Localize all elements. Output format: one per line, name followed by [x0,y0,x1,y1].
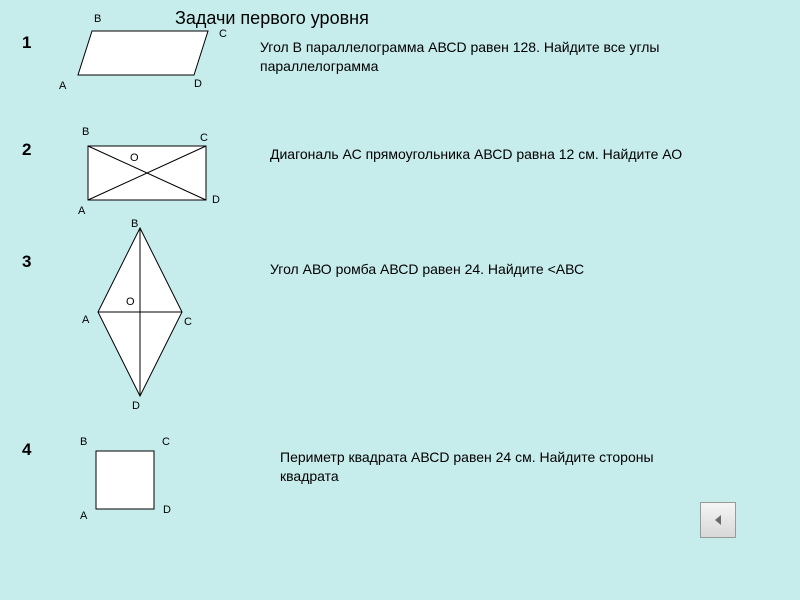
problem-number: 1 [22,33,31,53]
vertex-label: В [94,13,101,25]
vertex-label: В [80,436,87,448]
vertex-label: А [59,80,66,92]
problem-number: 3 [22,252,31,272]
figure-parallelogram [64,25,214,87]
vertex-label: А [78,205,85,217]
figure-rhombus [90,222,190,402]
nav-back-button[interactable] [700,502,736,538]
vertex-label: О [126,296,135,308]
vertex-label: В [82,126,89,138]
problem-number: 4 [22,440,31,460]
vertex-label: D [163,504,171,516]
back-arrow-icon [711,513,725,527]
vertex-label: А [80,510,87,522]
vertex-label: О [130,152,139,164]
vertex-label: С [200,132,208,144]
vertex-label: D [212,194,220,206]
figure-rectangle_diagonals [82,140,212,206]
problem-text: Угол В параллелограмма АВСD равен 128. Н… [260,38,680,76]
vertex-label: D [132,400,140,412]
vertex-label: А [82,314,89,326]
vertex-label: С [219,28,227,40]
vertex-label: С [162,436,170,448]
slide: Задачи первого уровня 1Угол В параллелог… [0,0,800,600]
figure-square [90,445,170,515]
problem-number: 2 [22,140,31,160]
problem-text: Периметр квадрата АВСD равен 24 см. Найд… [280,448,700,486]
vertex-label: С [184,316,192,328]
problem-text: Угол АВО ромба АВСD равен 24. Найдите <А… [270,260,690,279]
problem-text: Диагональ АС прямоугольника АВСD равна 1… [270,145,690,164]
vertex-label: В [131,218,138,230]
vertex-label: D [194,78,202,90]
